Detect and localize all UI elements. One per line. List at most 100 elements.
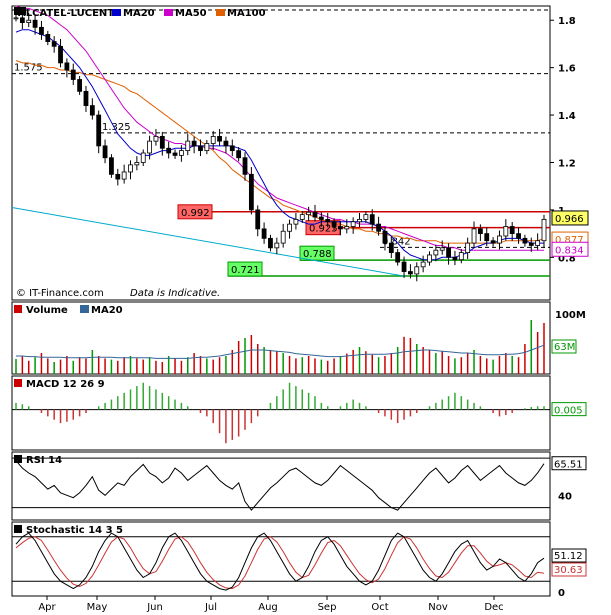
candle-body xyxy=(178,150,184,156)
ma100-line xyxy=(15,60,545,244)
candle-body xyxy=(541,218,547,242)
volume-ma-swatch xyxy=(80,305,89,313)
candle-body xyxy=(350,221,356,227)
candle-body xyxy=(344,226,350,230)
candle-body xyxy=(255,209,261,230)
level-label-1.575: 1.575 xyxy=(14,63,43,74)
stochastic-d-line xyxy=(15,536,545,590)
candle-body xyxy=(26,19,32,23)
candle-body xyxy=(229,145,235,152)
x-tick-label-aug: Aug xyxy=(258,602,278,613)
x-tick-label-sep: Sep xyxy=(318,602,337,613)
level-box-0.788 xyxy=(299,245,335,261)
candle-body xyxy=(318,216,324,220)
candle-body xyxy=(357,218,362,223)
stochastic-d-value-box xyxy=(551,562,587,577)
candle-body xyxy=(261,228,267,239)
candle-body xyxy=(19,17,25,23)
candle-body xyxy=(369,214,375,225)
candle-body xyxy=(248,173,254,211)
candle-body xyxy=(102,145,108,159)
candle-body xyxy=(198,145,203,152)
macd-legend-swatch xyxy=(14,379,22,387)
candle-body xyxy=(210,136,216,144)
candle-body xyxy=(70,69,76,80)
price-frame xyxy=(11,5,551,301)
candle-body xyxy=(140,152,146,163)
candle-body xyxy=(89,105,95,116)
candle-body xyxy=(287,223,292,232)
candle-body xyxy=(427,254,432,263)
legend-swatch-ma20 xyxy=(112,9,121,16)
x-tick-label-apr: Apr xyxy=(38,602,56,613)
stochastic-k-line xyxy=(15,532,545,591)
x-tick-label-may: May xyxy=(87,602,108,613)
macd-value-tag: 0.005 xyxy=(554,406,583,417)
candle-body xyxy=(363,214,369,220)
candle-body xyxy=(134,162,140,166)
x-tick-label-oct: Oct xyxy=(371,602,388,613)
candle-body xyxy=(293,218,299,225)
candle-body xyxy=(64,62,70,71)
candle-body xyxy=(128,164,133,173)
copyright-text: © IT-Finance.com xyxy=(16,288,104,299)
candle-body xyxy=(204,143,210,152)
legend-label-ma100: MA100 xyxy=(227,8,266,19)
price-title: ALCATEL-LUCENT xyxy=(18,8,114,19)
candle-body xyxy=(109,157,114,175)
candle-body xyxy=(191,140,197,147)
candle-body xyxy=(325,218,331,223)
volume-title: Volume xyxy=(26,305,68,316)
candle-body xyxy=(452,256,458,261)
level-label-1.325: 1.325 xyxy=(102,122,131,133)
candle-body xyxy=(217,136,222,142)
candle-body xyxy=(516,233,521,239)
candle-body xyxy=(121,171,127,180)
level-box-0.721 xyxy=(227,261,263,277)
candle-body xyxy=(77,79,83,92)
candle-body xyxy=(280,230,286,244)
volume-ma20-line xyxy=(16,344,545,359)
candle-body xyxy=(306,211,312,216)
candle-body xyxy=(338,226,343,230)
candle-body xyxy=(312,211,318,218)
candle-body xyxy=(497,235,502,244)
rsi-value-box xyxy=(551,456,587,471)
ma20-line xyxy=(15,29,544,261)
candle-body xyxy=(32,19,38,28)
price-y-tick-label: 1.6 xyxy=(558,64,576,75)
x-tick-label-nov: Nov xyxy=(428,602,448,613)
candle-body xyxy=(236,150,242,159)
candle-body xyxy=(58,45,63,64)
x-tick-label-jun: Jun xyxy=(146,602,163,613)
candle-body xyxy=(13,17,19,20)
candle-body xyxy=(147,140,152,154)
rsi-legend-swatch xyxy=(14,455,22,463)
candle-body xyxy=(484,233,490,242)
candle-body xyxy=(408,271,413,275)
price-panel: 1.81.61.41.210.81.5751.3250.9920.9250.84… xyxy=(11,5,589,301)
candle-body xyxy=(376,223,382,232)
candle-body xyxy=(382,230,388,244)
price-value-tag-0: 0.966 xyxy=(555,214,584,225)
disclaimer-text: Data is Indicative. xyxy=(130,288,220,299)
macd-title: MACD 12 26 9 xyxy=(26,379,105,390)
candle-body xyxy=(420,261,426,268)
candle-body xyxy=(477,228,483,235)
stochastic-panel: Stochastic 14 3 5 0 51.12 30.63 xyxy=(11,521,587,599)
candle-body xyxy=(153,136,159,142)
candle-body xyxy=(490,240,496,244)
legend-label-ma20: MA20 xyxy=(123,8,155,19)
candle-body xyxy=(96,114,102,147)
price-y-tick-label: 1.8 xyxy=(558,16,576,27)
candle-body xyxy=(528,242,534,246)
macd-value-box xyxy=(551,402,587,417)
candle-body xyxy=(45,34,51,42)
candle-body xyxy=(439,247,445,251)
candle-body xyxy=(522,237,528,244)
candle-body xyxy=(465,242,471,253)
level-label-0.721: 0.721 xyxy=(231,265,260,276)
volume-value-tag: 63M xyxy=(554,342,575,353)
candle-body xyxy=(414,266,420,275)
x-axis: Apr May Jun Jul Aug Sep Oct Nov Dec xyxy=(38,596,504,613)
